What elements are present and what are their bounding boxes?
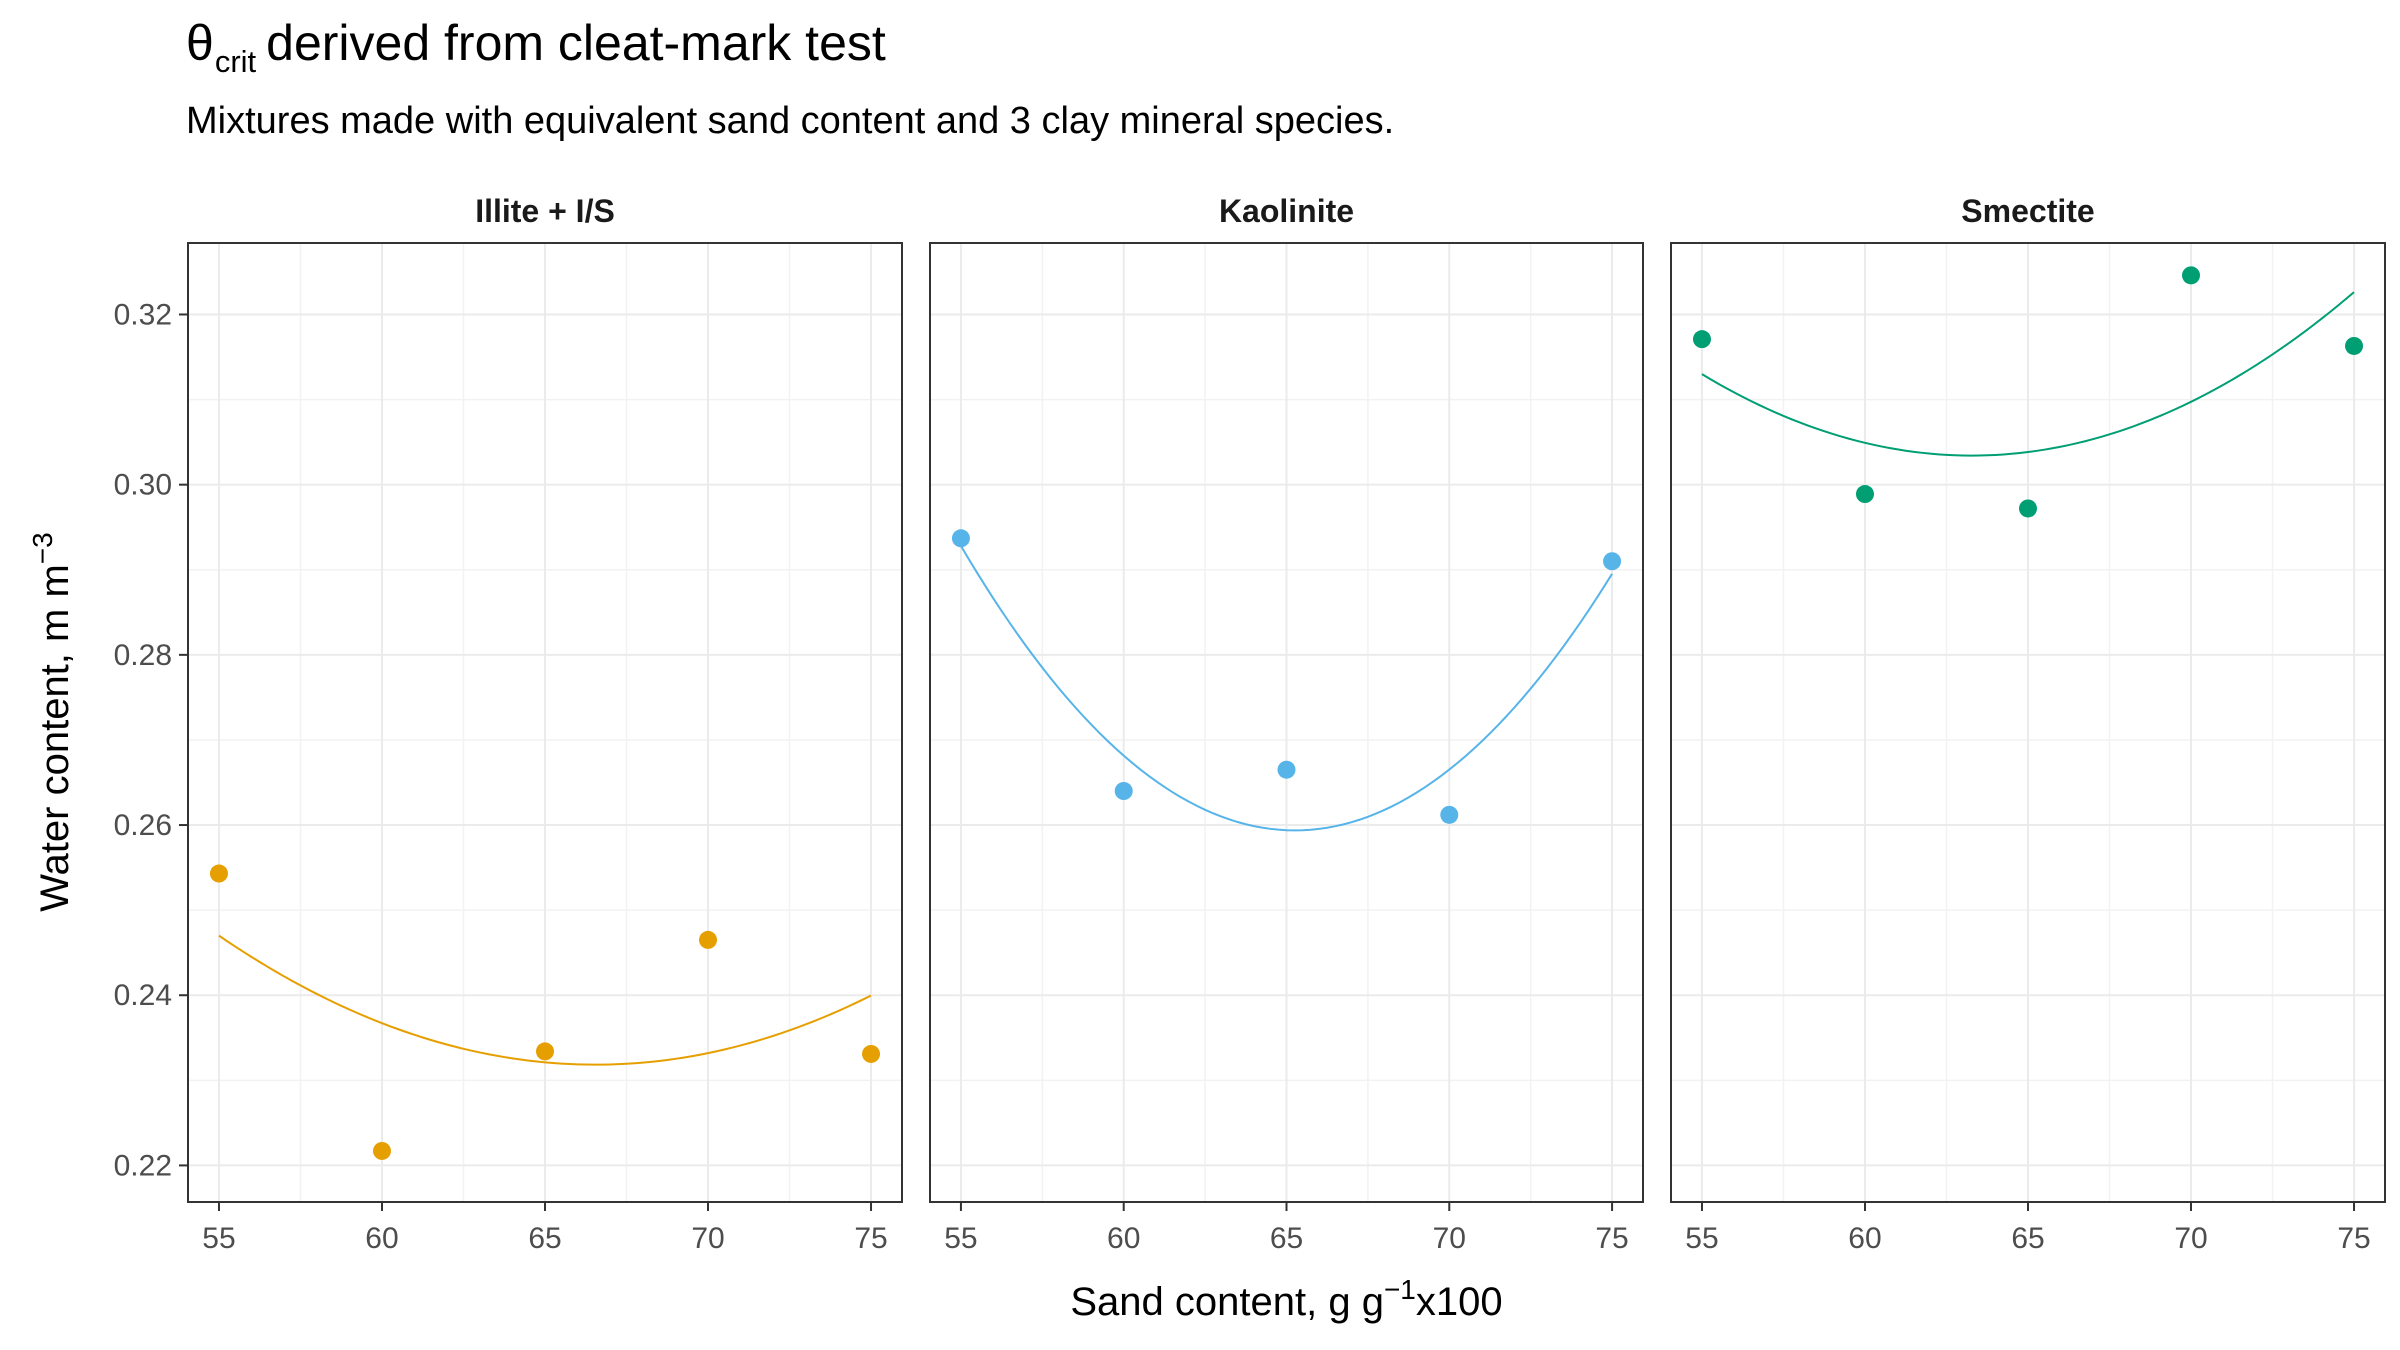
title-text: derived from cleat-mark test <box>266 15 886 71</box>
data-point <box>2182 266 2201 285</box>
panel-kaolinite: Kaolinite 55 60 65 70 75 <box>929 193 1644 1255</box>
x-tick-label: 75 <box>1595 1222 1628 1255</box>
data-point <box>862 1044 881 1063</box>
data-point <box>2019 499 2037 518</box>
fit-curve <box>1701 291 2355 457</box>
y-tick-label: 0.26 <box>114 809 172 842</box>
y-tick-label: 0.32 <box>114 298 172 331</box>
data-point <box>1603 552 1622 571</box>
fit-curve <box>960 545 1613 832</box>
data-point <box>372 1141 391 1160</box>
data-point <box>536 1042 554 1061</box>
chart-subtitle: Mixtures made with equivalent sand conte… <box>186 100 1395 142</box>
data-point <box>951 529 970 548</box>
y-tick-label: 0.30 <box>114 469 172 502</box>
x-tick-label: 70 <box>2174 1222 2207 1255</box>
x-tick-label: 70 <box>1433 1222 1466 1255</box>
y-tick-label: 0.24 <box>114 979 172 1012</box>
title-theta: θ <box>186 15 214 71</box>
panel-strip-label: Kaolinite <box>1219 193 1354 229</box>
x-tick-label: 65 <box>528 1222 561 1255</box>
data-point <box>1692 330 1711 349</box>
panel-strip-label: Illite + I/S <box>475 193 615 229</box>
panel-strip-label: Smectite <box>1961 193 2094 229</box>
y-tick-label: 0.22 <box>114 1149 172 1182</box>
fit-curve <box>218 934 872 1066</box>
x-tick-label: 55 <box>202 1222 235 1255</box>
chart-title: θcrit derived from cleat-mark test <box>186 14 886 79</box>
x-tick-label: 55 <box>1685 1222 1718 1255</box>
y-tick-label: 0.28 <box>114 639 172 672</box>
x-tick-label: 75 <box>2337 1222 2370 1255</box>
x-tick-label: 60 <box>1107 1222 1140 1255</box>
title-subscript: crit <box>214 44 257 79</box>
x-tick-label: 60 <box>365 1222 398 1255</box>
data-point <box>1855 485 1874 504</box>
data-point <box>1114 782 1133 800</box>
panel-illite-i-s: Illite + I/S 55 60 65 70 75 0.22 0.24 0.26 0.28 0.… <box>114 193 903 1255</box>
data-point <box>699 930 718 949</box>
data-point <box>209 864 228 883</box>
y-axis-title: Water content, m m−3 <box>27 532 77 911</box>
x-tick-label: 70 <box>691 1222 724 1255</box>
x-tick-label: 75 <box>854 1222 887 1255</box>
data-point <box>1440 805 1459 824</box>
x-tick-label: 65 <box>2011 1222 2044 1255</box>
x-tick-label: 55 <box>944 1222 977 1255</box>
panel-smectite: Smectite 55 60 65 70 75 <box>1670 193 2386 1255</box>
data-point <box>1277 760 1296 779</box>
x-tick-label: 65 <box>1270 1222 1303 1255</box>
x-tick-label: 60 <box>1848 1222 1881 1255</box>
x-axis-title: Sand content, g g−1x100 <box>1070 1274 1502 1324</box>
data-point <box>2345 336 2364 355</box>
